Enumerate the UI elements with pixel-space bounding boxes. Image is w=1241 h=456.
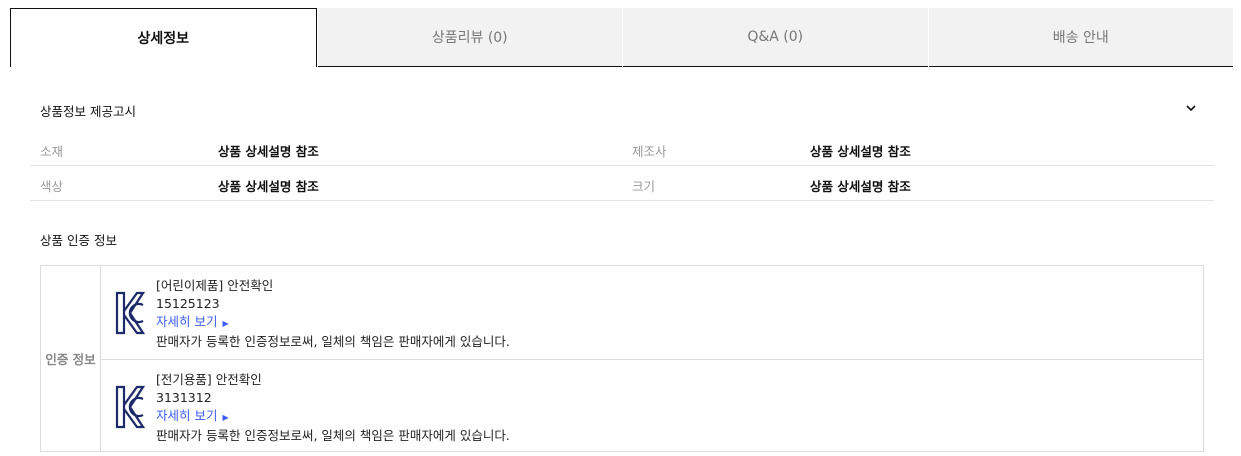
cert-label: 인증 정보 (41, 266, 101, 451)
label-color: 색상 (40, 179, 64, 194)
cert-number: 3131312 (156, 390, 212, 405)
label-manufacturer: 제조사 (632, 144, 667, 159)
cert-item: [전기용품] 안전확인 3131312 자세히 보기 ▶ 판매자가 등록한 인증정… (101, 359, 1203, 452)
cert-name: [어린이제품] 안전확인 (156, 278, 274, 293)
tab-bar: 상세정보 상품리뷰 (0) Q&A (0) 배송 안내 (10, 8, 1233, 67)
notice-table: 소재 상품 상세설명 참조 제조사 상품 상세설명 참조 색상 상품 상세설명 … (30, 131, 1214, 201)
cert-table: 인증 정보 [어린이제품] 안전확인 15125123 자세히 보기 ▶ 판매자가… (40, 265, 1204, 452)
value-material: 상품 상세설명 참조 (218, 144, 319, 159)
triangle-right-icon: ▶ (222, 413, 229, 422)
tab-details[interactable]: 상세정보 (10, 8, 317, 67)
tab-shipping[interactable]: 배송 안내 (928, 8, 1233, 67)
tab-reviews[interactable]: 상품리뷰 (0) (317, 8, 622, 67)
kc-logo-icon (115, 385, 145, 429)
cert-detail-link[interactable]: 자세히 보기 ▶ (156, 408, 229, 423)
value-manufacturer: 상품 상세설명 참조 (810, 144, 911, 159)
value-color: 상품 상세설명 참조 (218, 179, 319, 194)
cert-detail-link[interactable]: 자세히 보기 ▶ (156, 314, 229, 329)
triangle-right-icon: ▶ (222, 319, 229, 328)
tab-qna[interactable]: Q&A (0) (623, 8, 928, 67)
cert-title: 상품 인증 정보 (40, 233, 117, 248)
table-row: 소재 상품 상세설명 참조 제조사 상품 상세설명 참조 (30, 131, 1214, 166)
cert-notice: 판매자가 등록한 인증정보로써, 일체의 책임은 판매자에게 있습니다. (156, 334, 510, 349)
cert-name: [전기용품] 안전확인 (156, 372, 262, 387)
value-size: 상품 상세설명 참조 (810, 179, 911, 194)
table-row: 색상 상품 상세설명 참조 크기 상품 상세설명 참조 (30, 166, 1214, 201)
cert-number: 15125123 (156, 296, 220, 311)
notice-title: 상품정보 제공고시 (40, 104, 136, 119)
cert-notice: 판매자가 등록한 인증정보로써, 일체의 책임은 판매자에게 있습니다. (156, 428, 510, 443)
chevron-down-icon[interactable] (1184, 101, 1198, 115)
label-size: 크기 (632, 179, 656, 194)
kc-logo-icon (115, 291, 145, 335)
label-material: 소재 (40, 144, 64, 159)
cert-item: [어린이제품] 안전확인 15125123 자세히 보기 ▶ 판매자가 등록한 인… (101, 266, 1203, 359)
